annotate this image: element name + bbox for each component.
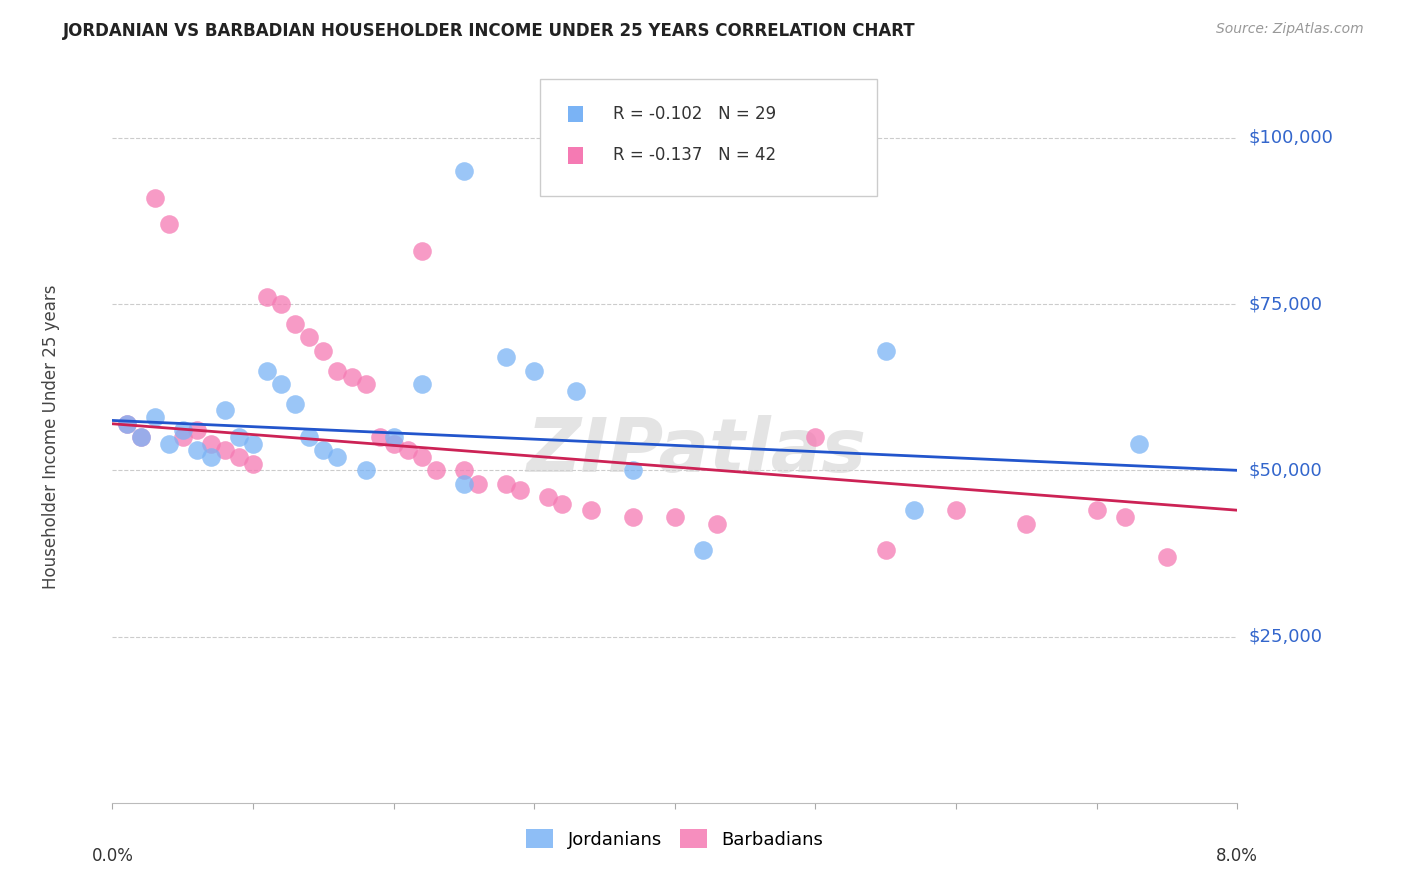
Text: $75,000: $75,000 — [1249, 295, 1323, 313]
Point — [411, 376, 433, 391]
Point — [396, 443, 419, 458]
Point — [326, 363, 349, 377]
Point — [270, 297, 292, 311]
Point — [551, 497, 574, 511]
Point — [298, 430, 321, 444]
Point — [228, 450, 250, 464]
Point — [565, 384, 588, 398]
Point — [228, 430, 250, 444]
Point — [200, 450, 222, 464]
Point — [312, 443, 335, 458]
Point — [143, 410, 166, 425]
Point — [537, 490, 560, 504]
Point — [186, 443, 208, 458]
Text: $100,000: $100,000 — [1249, 128, 1333, 147]
Point — [115, 417, 138, 431]
Text: 0.0%: 0.0% — [91, 847, 134, 864]
Point — [186, 424, 208, 438]
Point — [157, 217, 180, 231]
Point — [172, 424, 194, 438]
Point — [382, 436, 405, 450]
Point — [382, 430, 405, 444]
Point — [509, 483, 531, 498]
Point — [1156, 549, 1178, 564]
Point — [312, 343, 335, 358]
Point — [115, 417, 138, 431]
Point — [523, 363, 546, 377]
Point — [368, 430, 391, 444]
Point — [129, 430, 152, 444]
Point — [354, 376, 377, 391]
Point — [875, 343, 897, 358]
Text: Householder Income Under 25 years: Householder Income Under 25 years — [42, 285, 59, 590]
Point — [453, 164, 475, 178]
Point — [256, 290, 278, 304]
Point — [495, 476, 517, 491]
Point — [172, 430, 194, 444]
Point — [903, 503, 925, 517]
Point — [411, 450, 433, 464]
Point — [340, 370, 363, 384]
Point — [875, 543, 897, 558]
Point — [129, 430, 152, 444]
Bar — [568, 106, 583, 122]
Point — [242, 457, 264, 471]
Point — [1015, 516, 1038, 531]
Point — [326, 450, 349, 464]
Point — [143, 191, 166, 205]
Point — [945, 503, 967, 517]
Text: Source: ZipAtlas.com: Source: ZipAtlas.com — [1216, 22, 1364, 37]
Text: R = -0.102   N = 29: R = -0.102 N = 29 — [613, 104, 776, 123]
Point — [157, 436, 180, 450]
Point — [706, 516, 728, 531]
Point — [692, 543, 714, 558]
Point — [1128, 436, 1150, 450]
Point — [467, 476, 489, 491]
Point — [453, 476, 475, 491]
Point — [1114, 509, 1136, 524]
Text: JORDANIAN VS BARBADIAN HOUSEHOLDER INCOME UNDER 25 YEARS CORRELATION CHART: JORDANIAN VS BARBADIAN HOUSEHOLDER INCOM… — [63, 22, 915, 40]
Point — [214, 443, 236, 458]
Text: 8.0%: 8.0% — [1216, 847, 1258, 864]
Point — [425, 463, 447, 477]
Legend: Jordanians, Barbadians: Jordanians, Barbadians — [519, 822, 831, 856]
Point — [664, 509, 686, 524]
Point — [284, 397, 307, 411]
Point — [214, 403, 236, 417]
Point — [621, 509, 644, 524]
Point — [270, 376, 292, 391]
Point — [411, 244, 433, 258]
Point — [200, 436, 222, 450]
Point — [621, 463, 644, 477]
Point — [284, 317, 307, 331]
Text: ZIPatlas: ZIPatlas — [527, 415, 868, 488]
Point — [256, 363, 278, 377]
Bar — [568, 147, 583, 163]
Point — [354, 463, 377, 477]
Text: R = -0.137   N = 42: R = -0.137 N = 42 — [613, 146, 776, 164]
Point — [1085, 503, 1108, 517]
Point — [495, 351, 517, 365]
Text: $25,000: $25,000 — [1249, 628, 1323, 646]
Point — [242, 436, 264, 450]
FancyBboxPatch shape — [540, 78, 877, 195]
Point — [298, 330, 321, 344]
Text: $50,000: $50,000 — [1249, 461, 1322, 479]
Point — [804, 430, 827, 444]
Point — [579, 503, 602, 517]
Point — [453, 463, 475, 477]
